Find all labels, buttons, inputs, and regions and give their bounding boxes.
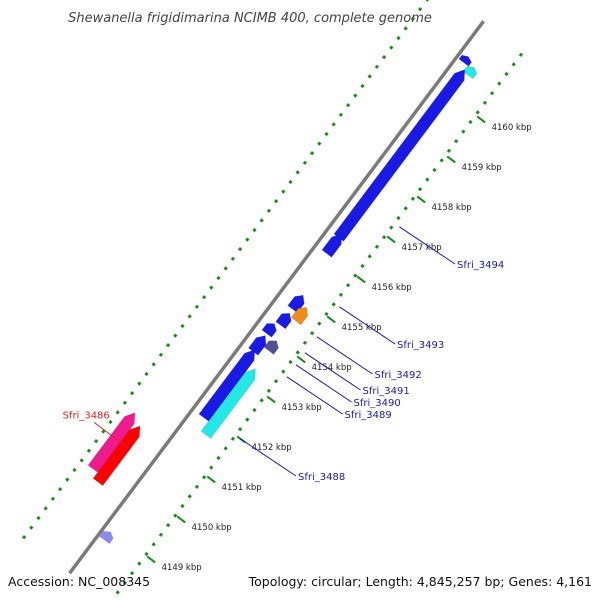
gene-label-leader — [339, 306, 396, 345]
gene-feature-cyan-top — [462, 66, 478, 80]
kbp-ticks: 4149 kbp 4150 kbp 4151 kbp 4152 kbp 4153 kbp… — [146, 115, 532, 573]
gene-feature-blue-long-2 — [333, 117, 430, 242]
gene-feature-blue-long-3 — [198, 349, 256, 422]
kbp-tick-mark — [266, 395, 276, 404]
genome-title: Shewanella frigidimarina NCIMB 400, comp… — [68, 11, 432, 26]
gene-label-leader — [399, 226, 456, 265]
gene-label-text: Sfri_3494 — [457, 260, 504, 271]
kbp-tick-mark — [206, 475, 216, 484]
kbp-tick-label: 4157 kbp — [402, 243, 442, 253]
gene-feature-orange-3492 — [290, 306, 309, 326]
gene-feature-purple-3489 — [263, 340, 279, 355]
kbp-tick-label: 4156 kbp — [372, 283, 412, 293]
kbp-tick-label: 4159 kbp — [462, 163, 502, 173]
gene-feature-blue-3491 — [275, 312, 292, 330]
accession-text: Accession: NC_008345 — [8, 574, 150, 589]
kbp-tick-mark — [296, 355, 306, 364]
gene-feature-lightblue-bottom — [99, 530, 114, 545]
kbp-tick-mark — [476, 115, 486, 124]
gene-feature-blue-small-top — [458, 54, 472, 67]
gene-label-text: Sfri_3490 — [354, 398, 401, 409]
gene-feature-red-3486 — [92, 425, 141, 487]
kbp-tick-mark — [356, 275, 366, 284]
gene-label-leader — [316, 336, 373, 375]
kbp-tick-mark — [416, 195, 426, 204]
kbp-tick-label: 4158 kbp — [432, 203, 472, 213]
kbp-tick-label: 4154 kbp — [312, 363, 352, 373]
gene-feature-cyan-3488 — [200, 368, 256, 439]
genome-backbone — [68, 20, 486, 575]
kbp-tick-label: 4152 kbp — [252, 443, 292, 453]
backbone-line — [68, 20, 486, 575]
kbp-tick-mark — [146, 555, 156, 564]
gene-features — [87, 54, 478, 545]
gene-label-text: Sfri_3486 — [63, 410, 110, 421]
kbp-tick-label: 4160 kbp — [492, 123, 532, 133]
kbp-tick-mark — [386, 235, 396, 244]
gene-feature-blue-3494 — [321, 233, 343, 258]
gene-feature-pink-3486 — [87, 412, 136, 473]
kbp-tick-label: 4149 kbp — [162, 563, 202, 573]
gene-label-text: Sfri_3488 — [298, 472, 345, 483]
gene-label-leader — [93, 422, 129, 449]
gene-label-text: Sfri_3489 — [345, 410, 392, 421]
kbp-tick-label: 4153 kbp — [282, 403, 322, 413]
gene-label-text: Sfri_3493 — [397, 340, 444, 351]
kbp-tick-mark — [326, 315, 336, 324]
topology-summary-text: Topology: circular; Length: 4,845,257 bp… — [248, 574, 592, 589]
gene-label-leader — [295, 364, 352, 403]
gene-label-text: Sfri_3492 — [375, 370, 422, 381]
gene-label-leader — [286, 376, 343, 415]
gene-labels: Sfri_3494Sfri_3493Sfri_3492Sfri_3491Sfri… — [63, 226, 504, 483]
kbp-tick-label: 4155 kbp — [342, 323, 382, 333]
gene-label-leader — [240, 438, 297, 477]
kbp-tick-label: 4150 kbp — [192, 523, 232, 533]
dotted-track-right — [110, 50, 525, 600]
dotted-track-left — [22, 0, 429, 540]
kbp-tick-label: 4151 kbp — [222, 483, 262, 493]
gene-feature-blue-3490 — [261, 323, 277, 338]
kbp-tick-mark — [446, 155, 456, 164]
gene-label-text: Sfri_3491 — [363, 386, 410, 397]
kbp-tick-mark — [176, 515, 186, 524]
gene-label-leader — [304, 352, 361, 391]
